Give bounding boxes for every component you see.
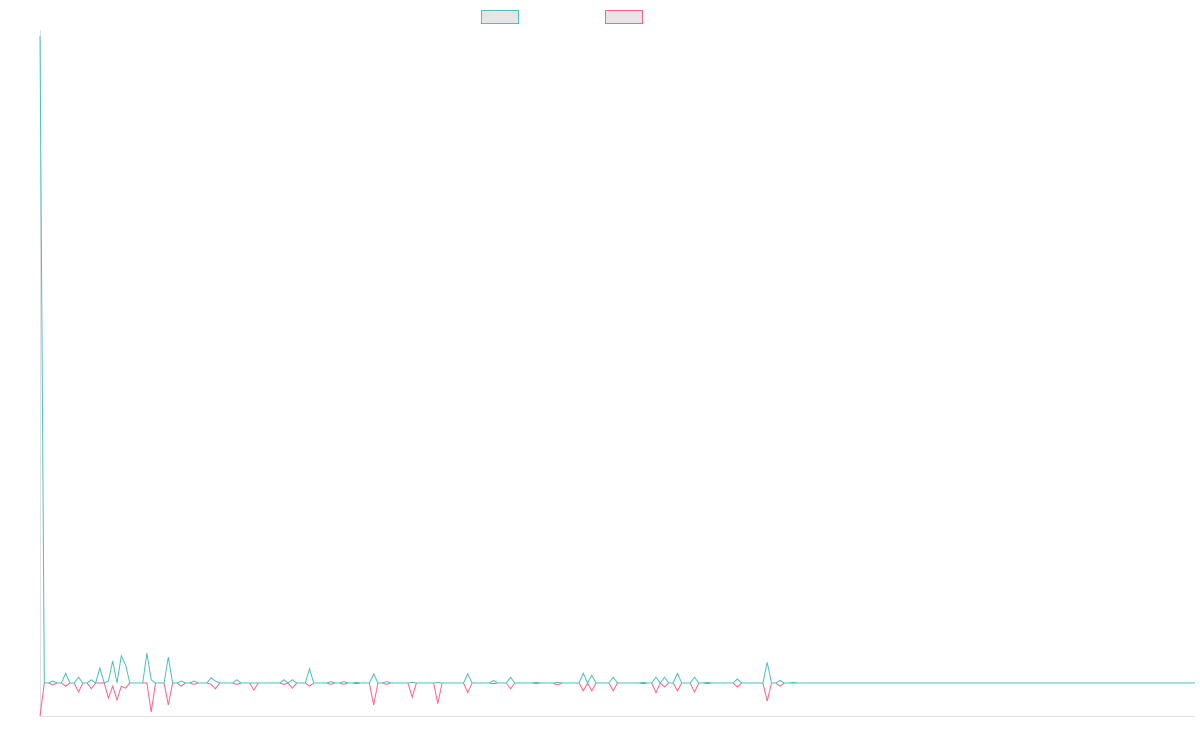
line-series-a (39, 35, 1195, 685)
legend-swatch-series-b[interactable] (605, 10, 643, 24)
line-series-b (39, 681, 1195, 717)
legend-swatch-series-a[interactable] (481, 10, 519, 24)
